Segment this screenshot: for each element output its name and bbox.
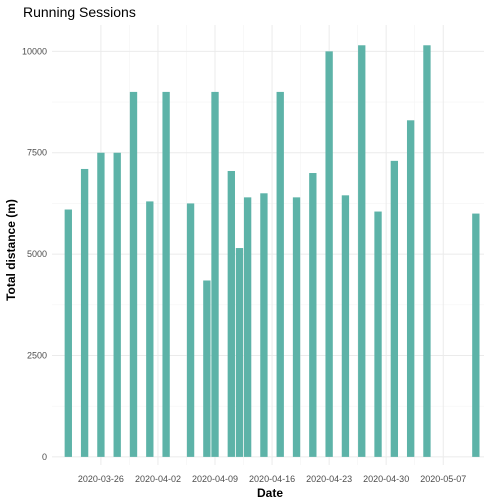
x-tick-label: 2020-04-09 [192, 474, 238, 484]
bar [146, 201, 154, 457]
bar [243, 197, 252, 457]
bar [97, 152, 105, 457]
y-tick-label: 10000 [22, 46, 47, 56]
bar [292, 197, 301, 457]
bar [472, 213, 480, 457]
bar [309, 173, 317, 457]
bar [406, 120, 415, 457]
y-tick-label: 5000 [27, 249, 47, 259]
bar [113, 152, 121, 457]
x-axis: 2020-03-26 2020-04-02 2020-04-09 2020-04-16… [78, 474, 466, 484]
bar [341, 195, 350, 457]
bar [276, 91, 284, 457]
x-tick-label: 2020-04-23 [306, 474, 352, 484]
bar [325, 51, 333, 457]
bar [390, 160, 399, 457]
y-tick-label: 0 [42, 452, 47, 462]
x-tick-label: 2020-03-26 [78, 474, 124, 484]
x-tick-label: 2020-04-16 [249, 474, 295, 484]
bar [64, 209, 72, 457]
x-tick-label: 2020-05-07 [420, 474, 466, 484]
y-axis: 0 2500 5000 7500 10000 [22, 46, 47, 462]
bar [235, 248, 244, 457]
bar [162, 91, 170, 457]
y-tick-label: 7500 [27, 148, 47, 158]
x-tick-label: 2020-04-02 [135, 474, 181, 484]
bars [64, 45, 480, 457]
bar [260, 193, 268, 457]
bar [186, 203, 195, 457]
bar [203, 280, 211, 457]
bar [374, 211, 382, 457]
chart-title: Running Sessions [23, 4, 136, 20]
bar [358, 45, 366, 457]
y-axis-title: Total distance (m) [4, 199, 18, 301]
x-axis-title: Date [257, 486, 283, 500]
bar [129, 91, 138, 457]
bar [227, 170, 235, 457]
bar [211, 91, 219, 457]
x-tick-label: 2020-04-30 [363, 474, 409, 484]
bar [80, 168, 89, 457]
bar [423, 45, 431, 457]
y-tick-label: 2500 [27, 351, 47, 361]
